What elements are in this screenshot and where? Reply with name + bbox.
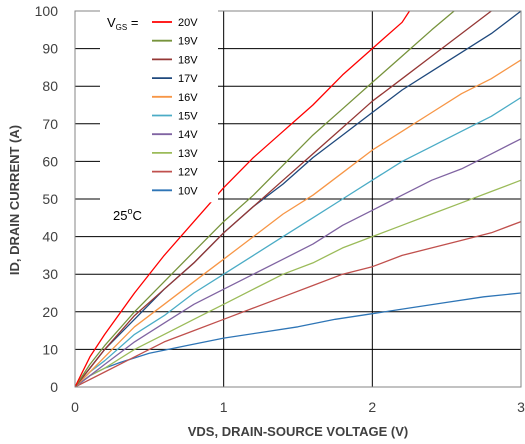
series-line-14V xyxy=(74,138,522,388)
y-tick-label: 60 xyxy=(42,153,58,169)
legend-label-19V: 19V xyxy=(178,36,198,48)
series-lines xyxy=(74,10,522,388)
y-tick-label: 10 xyxy=(42,341,58,357)
legend-label-20V: 20V xyxy=(178,17,198,29)
legend-label-15V: 15V xyxy=(178,111,198,123)
series-line-20V xyxy=(74,10,411,388)
y-tick-label: 80 xyxy=(42,78,58,94)
legend-background xyxy=(100,8,218,203)
series-line-12V xyxy=(74,220,522,388)
series-line-16V xyxy=(74,59,522,388)
legend-label-12V: 12V xyxy=(178,167,198,179)
plot-frame xyxy=(74,10,522,388)
series-line-15V xyxy=(74,96,522,388)
y-tick-label: 20 xyxy=(42,304,58,320)
legend-label-14V: 14V xyxy=(178,129,198,141)
x-tick-label: 3 xyxy=(517,399,525,415)
series-line-19V xyxy=(74,10,455,388)
series-line-10V xyxy=(74,292,522,388)
legend-label-17V: 17V xyxy=(178,73,198,85)
legend-label-16V: 16V xyxy=(178,92,198,104)
legend-label-13V: 13V xyxy=(178,148,198,160)
x-axis-title: VDS, DRAIN-SOURCE VOLTAGE (V) xyxy=(188,424,409,439)
y-tick-label: 90 xyxy=(42,41,58,57)
legend-title-main: V xyxy=(107,15,116,30)
y-tick-label: 0 xyxy=(50,379,58,395)
y-axis-title: ID, DRAIN CURRENT (A) xyxy=(7,125,22,275)
series-line-13V xyxy=(74,179,522,388)
y-tick-label: 30 xyxy=(42,266,58,282)
y-tick-label: 40 xyxy=(42,229,58,245)
x-tick-label: 1 xyxy=(220,399,228,415)
legend-title-sub: GS xyxy=(116,23,128,32)
legend-title-suffix: = xyxy=(127,15,138,30)
y-tick-label: 50 xyxy=(42,191,58,207)
degree-sign: o xyxy=(127,206,132,216)
series-line-17V xyxy=(74,10,522,388)
x-tick-label: 2 xyxy=(368,399,376,415)
tick-labels: 0 10 20 30 40 50 60 70 80 90 100 0 1 2 3 xyxy=(35,3,525,415)
legend: 20V 19V 18V 17V 16V 15V 14V 13V 12V 10V xyxy=(152,17,198,197)
y-tick-label: 70 xyxy=(42,116,58,132)
x-tick-label: 0 xyxy=(71,399,79,415)
temperature-annotation: 25oC xyxy=(113,206,142,223)
series-line-18V xyxy=(74,10,492,388)
temperature-value: 25 xyxy=(113,208,127,223)
temperature-unit: C xyxy=(132,208,141,223)
legend-label-10V: 10V xyxy=(178,185,198,197)
legend-title: VGS = xyxy=(107,15,138,32)
legend-label-18V: 18V xyxy=(178,54,198,66)
y-tick-label: 100 xyxy=(35,3,59,19)
